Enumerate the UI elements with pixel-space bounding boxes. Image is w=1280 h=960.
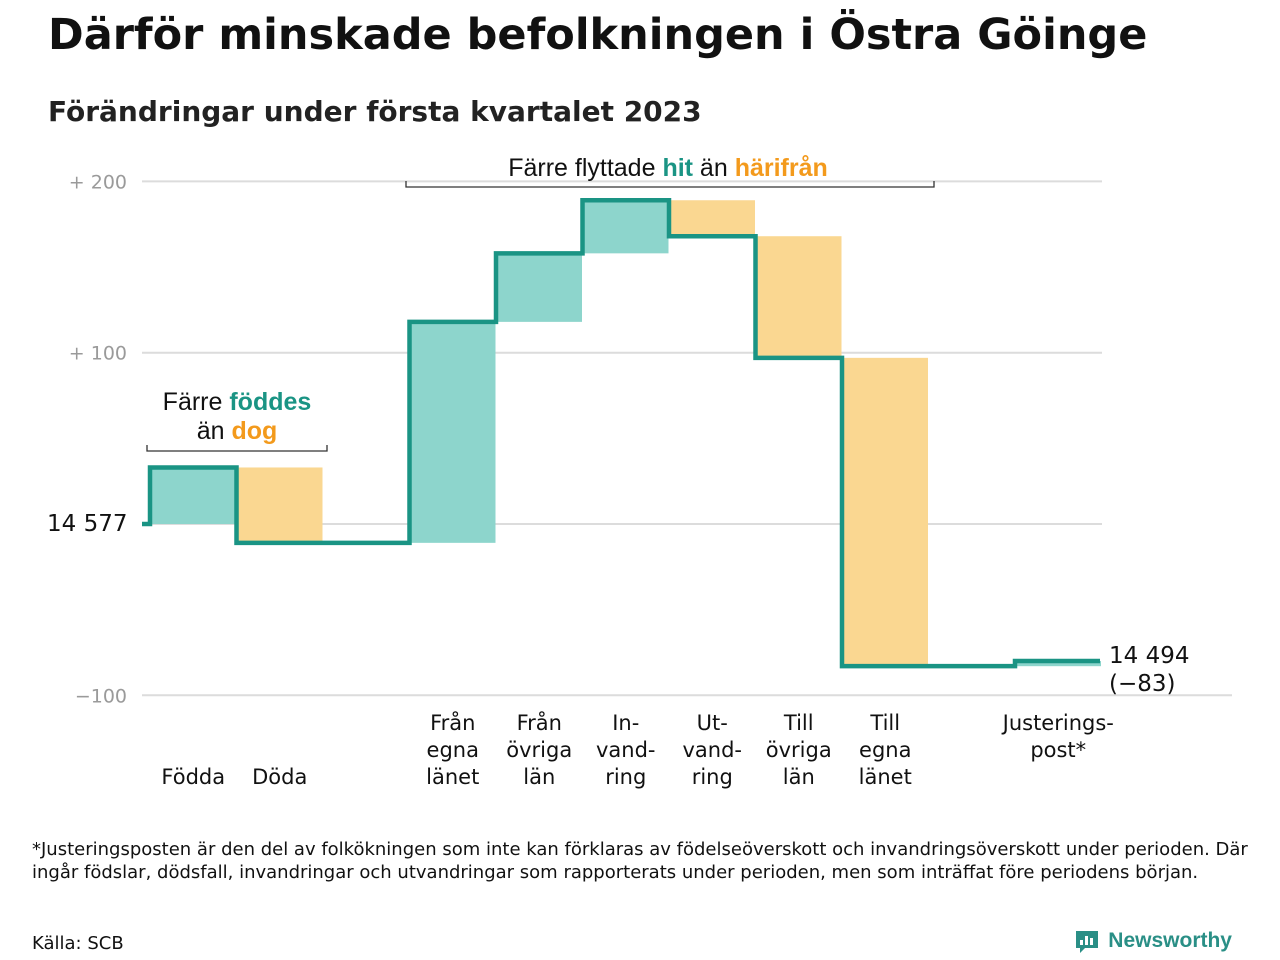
brand-name: Newsworthy bbox=[1108, 929, 1232, 952]
annotation-births-line2: än dog bbox=[197, 417, 278, 445]
category-label: ring bbox=[605, 765, 646, 789]
source-label: Källa: SCB bbox=[32, 933, 124, 954]
waterfall-bar bbox=[150, 467, 236, 524]
category-label: Till bbox=[783, 711, 814, 735]
category-label: vand- bbox=[596, 738, 656, 762]
category-label: ring bbox=[692, 765, 733, 789]
waterfall-bar bbox=[755, 236, 842, 358]
category-label: län bbox=[523, 765, 555, 789]
end-change-label: (−83) bbox=[1109, 671, 1175, 697]
waterfall-bar bbox=[669, 200, 755, 237]
label-layer: Födda Döda Från egna länet Från övriga län In-va… bbox=[161, 710, 1113, 789]
start-value-label: 14 577 bbox=[47, 511, 127, 537]
waterfall-bar bbox=[496, 253, 582, 322]
category-label: länet bbox=[859, 765, 912, 789]
waterfall-bar bbox=[409, 321, 496, 543]
annotation-harifran-highlight: härifrån bbox=[735, 154, 828, 182]
annotation-births-deaths: Färre föddes än dog bbox=[146, 388, 328, 452]
category-label: Födda bbox=[161, 765, 225, 789]
end-value-label: 14 494 bbox=[1109, 643, 1189, 669]
annotation-births-bracket bbox=[146, 445, 328, 452]
annotation-hit-highlight: hit bbox=[662, 154, 693, 182]
annotation-migration: Färre flyttade hit än härifrån bbox=[405, 154, 935, 188]
footnote: *Justeringsposten är den del av folkökni… bbox=[32, 839, 1248, 883]
grid-layer: + 200 + 100 −100 bbox=[69, 171, 1232, 707]
annotation-births-line1: Färre föddes bbox=[163, 388, 312, 416]
category-label: Döda bbox=[252, 765, 307, 789]
category-label: post* bbox=[1030, 738, 1086, 762]
y-tick-label: + 200 bbox=[69, 171, 127, 193]
category-label: Till bbox=[869, 711, 900, 735]
line-layer bbox=[142, 197, 1100, 669]
waterfall-chart: + 200 + 100 −100 Födda Döda Från egna länet Frå… bbox=[47, 154, 1232, 789]
newsworthy-logo-icon bbox=[1076, 931, 1099, 953]
annotation-died-highlight: dog bbox=[231, 417, 277, 445]
category-label: Ut- bbox=[697, 711, 728, 735]
category-label: Från bbox=[517, 710, 562, 735]
category-label: länet bbox=[426, 765, 479, 789]
category-label: övriga bbox=[506, 738, 572, 762]
brand: Newsworthy bbox=[1074, 928, 1232, 954]
annotation-migration-text: Färre flyttade hit än härifrån bbox=[508, 154, 828, 182]
category-label: Från bbox=[430, 710, 475, 735]
category-label: Justerings- bbox=[1001, 711, 1114, 735]
annotation-migration-bracket bbox=[405, 181, 935, 188]
waterfall-bar bbox=[236, 467, 323, 543]
waterfall-bar bbox=[582, 200, 669, 254]
chart-subtitle: Förändringar under första kvartalet 2023 bbox=[48, 95, 702, 128]
y-tick-label: + 100 bbox=[69, 343, 127, 365]
category-label: egna bbox=[859, 738, 911, 762]
waterfall-bar bbox=[842, 357, 928, 667]
category-label: län bbox=[783, 765, 815, 789]
category-label: egna bbox=[427, 738, 479, 762]
annotation-born-highlight: föddes bbox=[229, 388, 311, 416]
waterfall-bar bbox=[1015, 661, 1101, 667]
y-tick-label: −100 bbox=[75, 685, 127, 707]
category-label: övriga bbox=[766, 738, 832, 762]
bar-layer bbox=[150, 200, 1101, 667]
chart-title: Därför minskade befolkningen i Östra Göi… bbox=[48, 10, 1148, 60]
cumulative-line bbox=[142, 197, 1100, 669]
category-label: In- bbox=[612, 711, 639, 735]
category-label: vand- bbox=[682, 738, 742, 762]
